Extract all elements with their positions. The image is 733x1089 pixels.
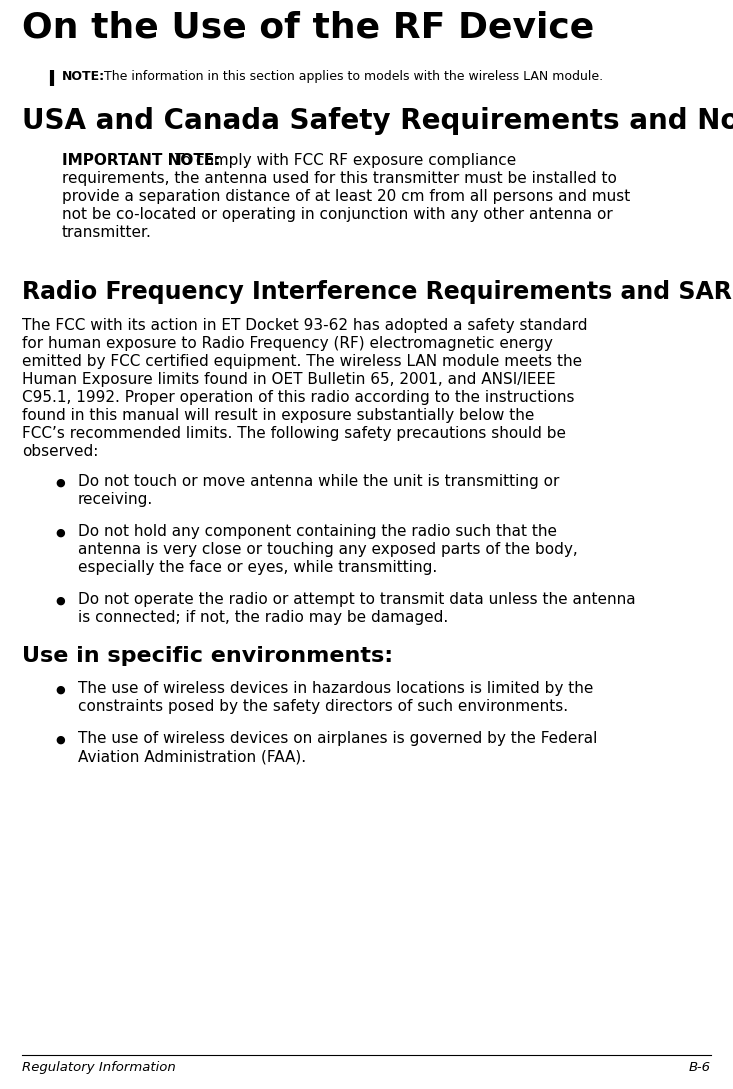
Text: Human Exposure limits found in OET Bulletin 65, 2001, and ANSI/IEEE: Human Exposure limits found in OET Bulle…	[22, 372, 556, 387]
Text: is connected; if not, the radio may be damaged.: is connected; if not, the radio may be d…	[78, 610, 449, 625]
Text: The FCC with its action in ET Docket 93-62 has adopted a safety standard: The FCC with its action in ET Docket 93-…	[22, 318, 588, 333]
Text: To comply with FCC RF exposure compliance: To comply with FCC RF exposure complianc…	[170, 152, 516, 168]
Text: Radio Frequency Interference Requirements and SAR: Radio Frequency Interference Requirement…	[22, 280, 732, 304]
Text: B-6: B-6	[689, 1061, 711, 1074]
Text: observed:: observed:	[22, 444, 98, 458]
Text: Regulatory Information: Regulatory Information	[22, 1061, 176, 1074]
Text: ●: ●	[55, 685, 65, 695]
Text: provide a separation distance of at least 20 cm from all persons and must: provide a separation distance of at leas…	[62, 189, 630, 204]
Text: ●: ●	[55, 735, 65, 745]
Text: Do not hold any component containing the radio such that the: Do not hold any component containing the…	[78, 524, 557, 539]
Text: IMPORTANT NOTE:: IMPORTANT NOTE:	[62, 152, 221, 168]
Text: NOTE:: NOTE:	[62, 70, 105, 83]
Text: USA and Canada Safety Requirements and Notices: USA and Canada Safety Requirements and N…	[22, 107, 733, 135]
Text: C95.1, 1992. Proper operation of this radio according to the instructions: C95.1, 1992. Proper operation of this ra…	[22, 390, 575, 405]
Text: requirements, the antenna used for this transmitter must be installed to: requirements, the antenna used for this …	[62, 171, 617, 186]
Text: emitted by FCC certified equipment. The wireless LAN module meets the: emitted by FCC certified equipment. The …	[22, 354, 582, 369]
Text: ●: ●	[55, 528, 65, 538]
Text: Use in specific environments:: Use in specific environments:	[22, 646, 393, 666]
Text: FCC’s recommended limits. The following safety precautions should be: FCC’s recommended limits. The following …	[22, 426, 566, 441]
Text: Aviation Administration (FAA).: Aviation Administration (FAA).	[78, 749, 306, 764]
Text: especially the face or eyes, while transmitting.: especially the face or eyes, while trans…	[78, 560, 438, 575]
Text: On the Use of the RF Device: On the Use of the RF Device	[22, 10, 594, 44]
Text: The use of wireless devices in hazardous locations is limited by the: The use of wireless devices in hazardous…	[78, 681, 594, 696]
Text: for human exposure to Radio Frequency (RF) electromagnetic energy: for human exposure to Radio Frequency (R…	[22, 337, 553, 351]
Text: The use of wireless devices on airplanes is governed by the Federal: The use of wireless devices on airplanes…	[78, 731, 597, 746]
Text: transmitter.: transmitter.	[62, 225, 152, 240]
Text: The information in this section applies to models with the wireless LAN module.: The information in this section applies …	[100, 70, 603, 83]
Text: receiving.: receiving.	[78, 492, 153, 507]
Text: not be co-located or operating in conjunction with any other antenna or: not be co-located or operating in conjun…	[62, 207, 613, 222]
Text: ●: ●	[55, 478, 65, 488]
Text: constraints posed by the safety directors of such environments.: constraints posed by the safety director…	[78, 699, 568, 714]
Text: Do not touch or move antenna while the unit is transmitting or: Do not touch or move antenna while the u…	[78, 474, 559, 489]
Text: Do not operate the radio or attempt to transmit data unless the antenna: Do not operate the radio or attempt to t…	[78, 592, 636, 607]
Text: antenna is very close or touching any exposed parts of the body,: antenna is very close or touching any ex…	[78, 542, 578, 556]
Text: ●: ●	[55, 596, 65, 605]
Text: found in this manual will result in exposure substantially below the: found in this manual will result in expo…	[22, 408, 534, 423]
